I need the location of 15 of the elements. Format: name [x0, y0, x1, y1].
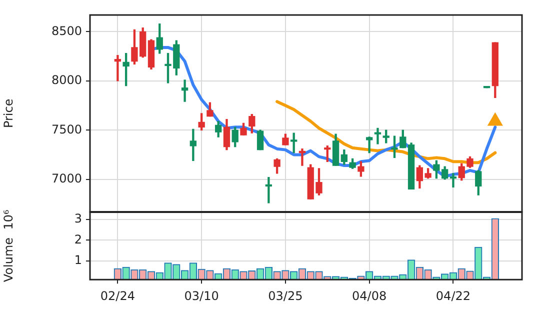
- candlestick: [483, 86, 490, 88]
- x-tick-label: 03/10: [184, 288, 219, 303]
- x-tick-label: 04/22: [436, 288, 471, 303]
- y-tick-label: 8500: [51, 24, 82, 38]
- y-tick-label: 7000: [51, 171, 82, 186]
- x-tick-label: 02/24: [100, 288, 135, 303]
- x-tick-label: 03/25: [268, 288, 303, 303]
- y-axis-title: Volume 10⁶: [1, 210, 16, 282]
- y-tick-label: 2: [74, 232, 82, 246]
- y-tick-label: 7500: [51, 122, 82, 136]
- y-tick-label: 1: [74, 253, 82, 268]
- y-tick-label: 3: [74, 212, 82, 226]
- y-axis-title: Price: [1, 98, 16, 128]
- y-tick-label: 8000: [51, 73, 82, 88]
- x-tick-label: 04/08: [352, 288, 387, 303]
